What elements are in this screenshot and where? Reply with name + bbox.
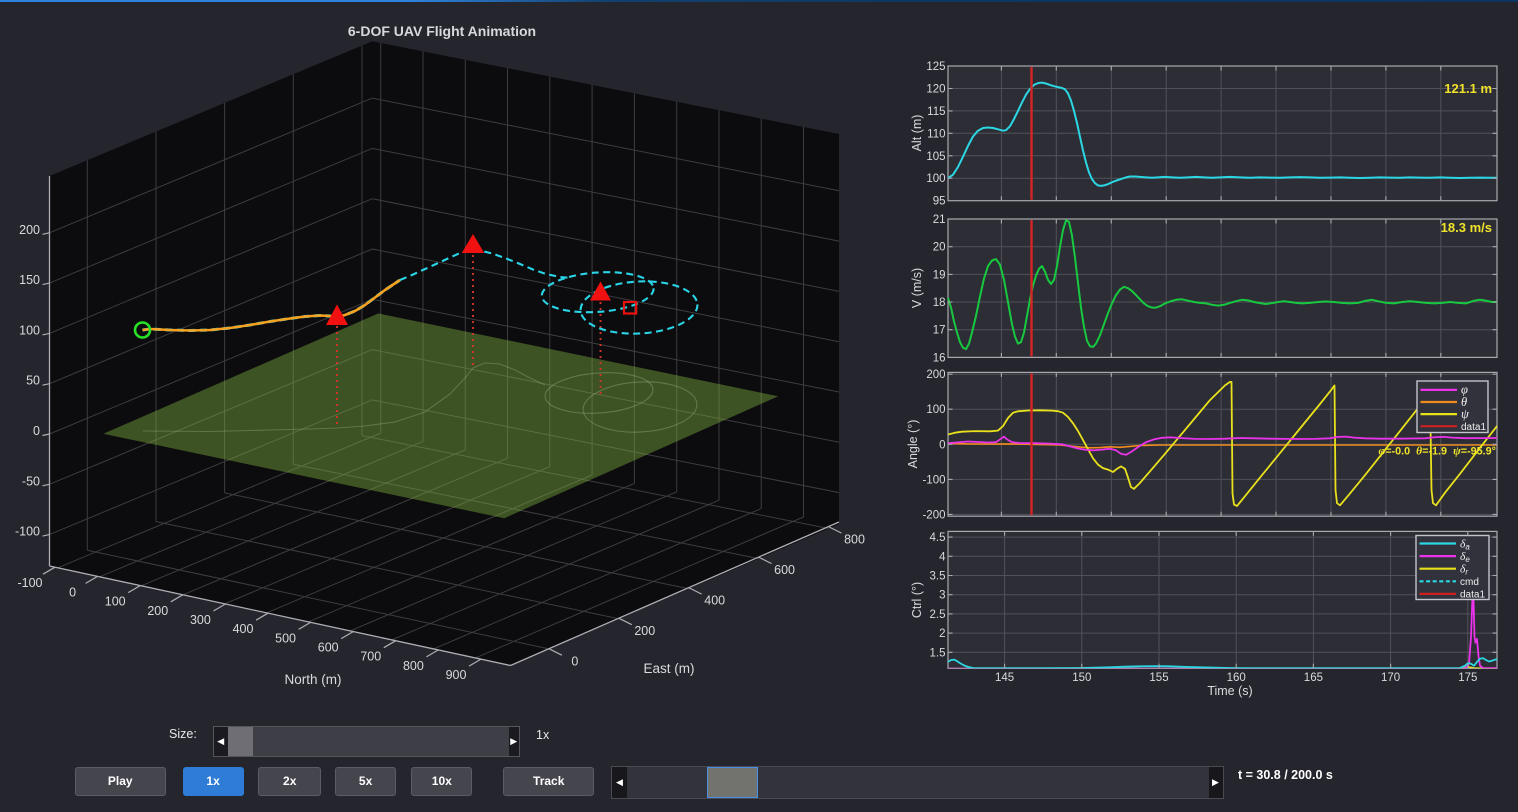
svg-text:160: 160: [1227, 672, 1246, 684]
svg-text:21: 21: [933, 214, 946, 226]
svg-text:0: 0: [33, 424, 40, 438]
svg-text:-100: -100: [922, 474, 945, 486]
svg-text:200: 200: [926, 369, 945, 381]
svg-text:δe: δe: [1460, 551, 1470, 564]
svg-text:18.3 m/s: 18.3 m/s: [1441, 220, 1492, 235]
svg-text:0: 0: [571, 655, 578, 669]
svg-text:100: 100: [926, 173, 945, 185]
svg-text:δr: δr: [1460, 564, 1468, 577]
svg-text:800: 800: [403, 659, 424, 673]
svg-text:105: 105: [926, 151, 945, 163]
svg-text:175: 175: [1458, 672, 1477, 684]
svg-text:16: 16: [933, 352, 946, 364]
svg-text:125: 125: [926, 61, 945, 73]
svg-text:155: 155: [1149, 672, 1168, 684]
svg-text:50: 50: [26, 374, 40, 388]
svg-text:150: 150: [19, 273, 40, 287]
svg-text:120: 120: [926, 84, 945, 96]
svg-text:Alt (m): Alt (m): [910, 115, 924, 152]
svg-text:145: 145: [995, 672, 1014, 684]
svg-text:165: 165: [1304, 672, 1323, 684]
svg-text:Ctrl (°): Ctrl (°): [910, 582, 924, 618]
svg-text:6-DOF UAV Flight Animation: 6-DOF UAV Flight Animation: [348, 23, 536, 39]
svg-text:δa: δa: [1460, 538, 1470, 551]
svg-text:North (m): North (m): [285, 672, 342, 687]
svg-text:600: 600: [318, 641, 339, 655]
svg-text:φ: φ: [1461, 383, 1468, 397]
svg-text:φ=-0.0 θ=-1.9 ψ=-95.9°: φ=-0.0 θ=-1.9 ψ=-95.9°: [1379, 446, 1496, 458]
svg-text:18: 18: [933, 297, 946, 309]
svg-text:900: 900: [446, 668, 467, 682]
svg-text:19: 19: [933, 269, 946, 281]
svg-text:-100: -100: [17, 576, 42, 590]
svg-text:200: 200: [19, 223, 40, 237]
svg-text:-200: -200: [922, 509, 945, 521]
svg-text:θ: θ: [1461, 395, 1467, 409]
svg-text:200: 200: [634, 624, 655, 638]
svg-text:2: 2: [939, 628, 945, 640]
svg-text:150: 150: [1072, 672, 1091, 684]
svg-text:ψ: ψ: [1461, 407, 1469, 421]
svg-text:400: 400: [704, 594, 725, 608]
svg-text:600: 600: [774, 563, 795, 577]
svg-text:4.5: 4.5: [930, 532, 946, 544]
svg-text:-100: -100: [15, 525, 40, 539]
svg-text:3: 3: [939, 590, 945, 602]
svg-text:400: 400: [233, 622, 254, 636]
svg-text:100: 100: [105, 595, 126, 609]
svg-text:1.5: 1.5: [930, 647, 946, 659]
svg-text:17: 17: [933, 325, 946, 337]
svg-text:2.5: 2.5: [930, 609, 946, 621]
svg-text:3.5: 3.5: [930, 571, 946, 583]
svg-text:data1: data1: [1460, 590, 1485, 601]
svg-text:Time (s): Time (s): [1207, 684, 1252, 698]
svg-text:800: 800: [844, 533, 865, 547]
svg-text:700: 700: [360, 650, 381, 664]
svg-text:200: 200: [147, 604, 168, 618]
svg-text:0: 0: [69, 585, 76, 599]
svg-text:300: 300: [190, 613, 211, 627]
svg-text:110: 110: [927, 128, 945, 140]
svg-text:Angle (°): Angle (°): [906, 420, 920, 469]
svg-text:100: 100: [926, 404, 945, 416]
svg-text:500: 500: [275, 631, 296, 645]
svg-text:-50: -50: [22, 474, 40, 488]
svg-text:4: 4: [939, 551, 946, 563]
svg-text:95: 95: [933, 196, 946, 208]
svg-text:data1: data1: [1461, 422, 1486, 433]
svg-text:V (m/s): V (m/s): [910, 268, 924, 308]
svg-text:cmd: cmd: [1460, 577, 1479, 588]
svg-text:115: 115: [927, 106, 945, 118]
svg-text:170: 170: [1381, 672, 1400, 684]
svg-text:20: 20: [933, 242, 946, 254]
svg-text:100: 100: [19, 323, 40, 337]
svg-text:121.1 m: 121.1 m: [1444, 81, 1492, 96]
svg-text:0: 0: [939, 439, 945, 451]
svg-text:East (m): East (m): [643, 661, 694, 676]
